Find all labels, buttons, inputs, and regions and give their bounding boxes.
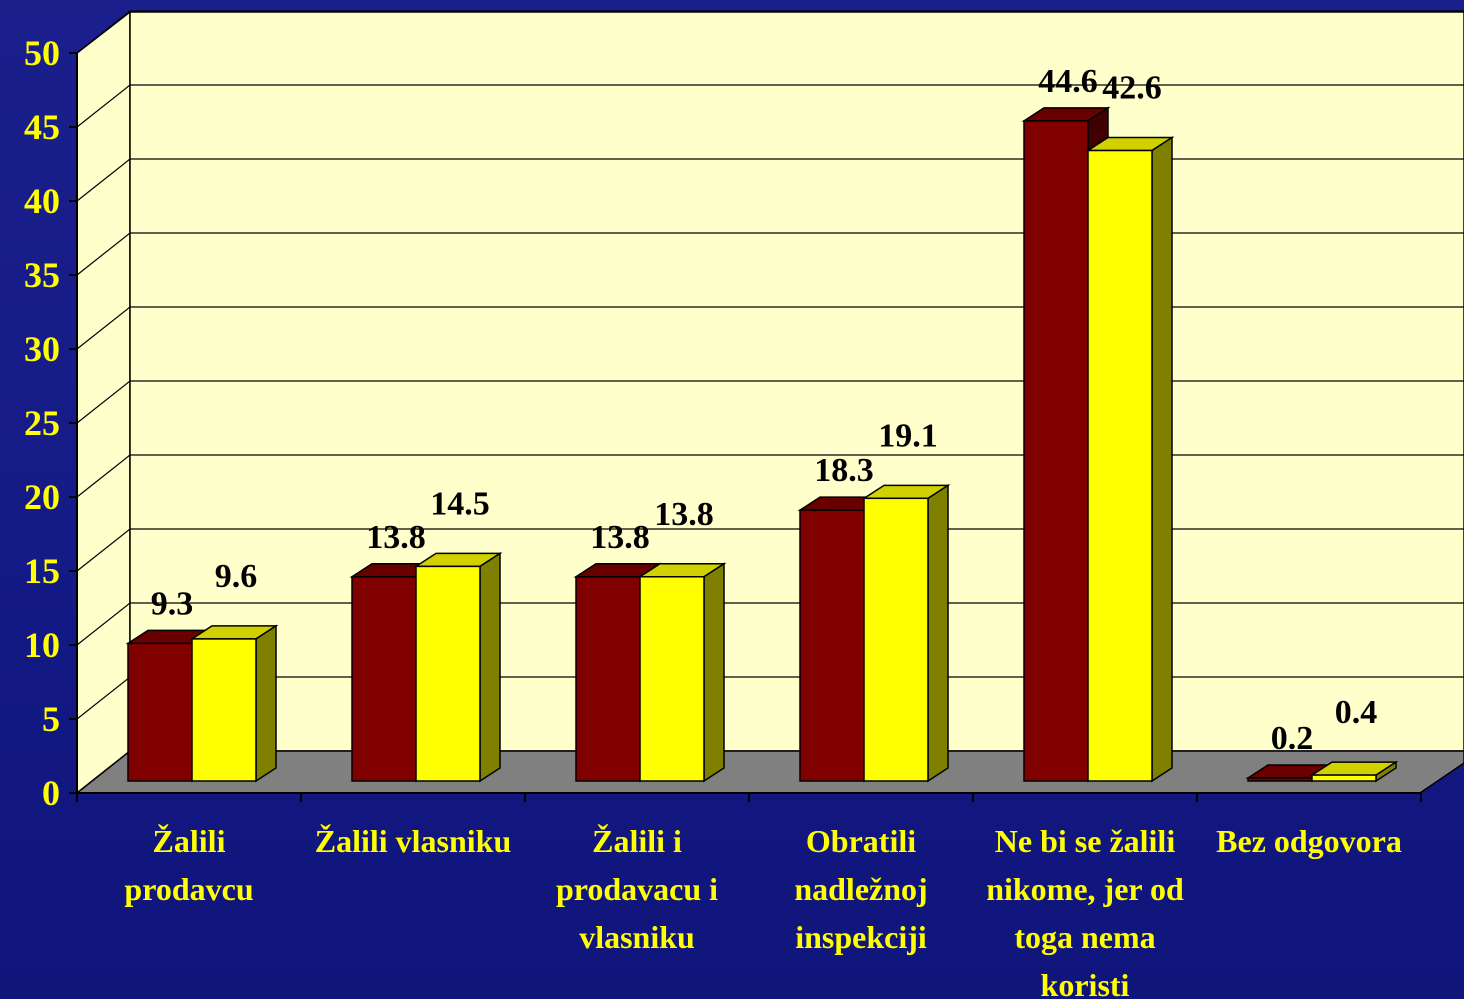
gridline-side xyxy=(76,380,131,424)
gridline-side xyxy=(76,306,131,350)
bar-side xyxy=(479,552,501,783)
data-label: 13.8 xyxy=(654,496,714,533)
bar-front xyxy=(639,576,705,782)
data-label: 13.8 xyxy=(590,519,650,556)
gridlines xyxy=(76,10,1464,720)
x-tick-label-line: prodavacu i xyxy=(556,871,718,907)
y-tick-label: 10 xyxy=(24,625,60,665)
bar-side xyxy=(927,483,949,783)
bar-front xyxy=(1247,777,1313,782)
bar-front xyxy=(415,565,481,782)
y-tick-label: 45 xyxy=(24,107,60,147)
x-tick-label: Ne bi se žalili nikome, jer od toga nema ko… xyxy=(986,823,1184,999)
x-tick-label: Žalili prodavcu xyxy=(124,823,253,907)
y-tick-label: 35 xyxy=(24,255,60,295)
y-tick-label: 40 xyxy=(24,181,60,221)
gridline-side xyxy=(76,602,131,646)
data-label: 14.5 xyxy=(430,485,490,522)
bar-front xyxy=(351,576,417,782)
data-label: 19.1 xyxy=(878,417,938,454)
x-tick-label: Žalili i prodavacu i vlasniku xyxy=(556,823,718,955)
x-tick-label-line: Žalili i xyxy=(592,823,682,859)
gridline-side xyxy=(76,232,131,276)
bar-side xyxy=(255,624,277,783)
x-tick-label: Bez odgovora xyxy=(1216,823,1402,859)
bar xyxy=(413,552,503,783)
gridline-side xyxy=(76,528,131,572)
data-label: 0.2 xyxy=(1271,720,1314,757)
x-tick-label-line: prodavcu xyxy=(124,871,253,907)
x-tick-label-line: Žalili vlasniku xyxy=(315,823,512,859)
gridline-side xyxy=(76,454,131,498)
bar-front xyxy=(1311,774,1377,782)
x-tick-label: Žalili vlasniku xyxy=(315,823,512,859)
x-tick-label-line: vlasniku xyxy=(579,919,695,955)
y-tick-label: 0 xyxy=(42,773,60,813)
data-labels: 9.39.613.814.513.813.818.319.144.6 42.60.… xyxy=(151,63,1378,757)
x-tick-label-line: nikome, jer od xyxy=(986,871,1184,907)
y-tick-label: 20 xyxy=(24,477,60,517)
gridline-side xyxy=(76,676,131,720)
gridline-side xyxy=(76,84,131,128)
bar-front xyxy=(127,642,193,782)
bar-front xyxy=(799,509,865,782)
bar xyxy=(861,483,951,783)
data-label: 13.8 xyxy=(366,519,426,556)
x-tick-label-line: toga nema xyxy=(1014,919,1155,955)
x-tick-label-line: Obratili xyxy=(806,823,916,859)
y-tick-label: 25 xyxy=(24,403,60,443)
x-tick-label-line: inspekciji xyxy=(795,919,927,955)
gridline-side xyxy=(76,10,131,54)
bar xyxy=(1309,760,1399,783)
data-label: 18.3 xyxy=(814,452,874,489)
data-label: 9.6 xyxy=(215,558,258,595)
x-axis-labels: Žalili prodavcu Žalili vlasniku Žalili i pro… xyxy=(124,823,1401,999)
y-tick-label: 15 xyxy=(24,551,60,591)
y-axis-ticks: 0 5 10 15 20 25 30 35 40 45 50 xyxy=(24,33,77,813)
bar-front xyxy=(1087,149,1153,782)
bar-side xyxy=(1151,136,1173,783)
gridline-side xyxy=(76,158,131,202)
data-label: 44.6 xyxy=(1038,63,1098,100)
data-label: 0.4 xyxy=(1335,694,1378,731)
bar-front xyxy=(1023,120,1089,782)
bars xyxy=(125,106,1399,783)
x-tick-label-line: Ne bi se žalili xyxy=(995,823,1176,859)
bar-front xyxy=(575,576,641,782)
x-tick-label-line: Žalili xyxy=(153,823,226,859)
y-tick-label: 30 xyxy=(24,329,60,369)
x-tick-label-line: nadležnoj xyxy=(794,871,927,907)
bar-side xyxy=(703,562,725,783)
x-tick-label-line: Bez odgovora xyxy=(1216,823,1402,859)
bar xyxy=(189,624,279,783)
y-tick-label: 5 xyxy=(42,699,60,739)
bar-front xyxy=(863,497,929,782)
y-tick-label: 50 xyxy=(24,33,60,73)
data-label: 9.3 xyxy=(151,585,194,622)
x-tick-label: Obratili nadležnoj inspekciji xyxy=(794,823,927,955)
bar xyxy=(637,562,727,783)
bar xyxy=(1085,136,1175,783)
data-label: 42.6 xyxy=(1102,70,1162,107)
x-tick-label-line: koristi xyxy=(1041,967,1130,999)
bar-front xyxy=(191,638,257,782)
